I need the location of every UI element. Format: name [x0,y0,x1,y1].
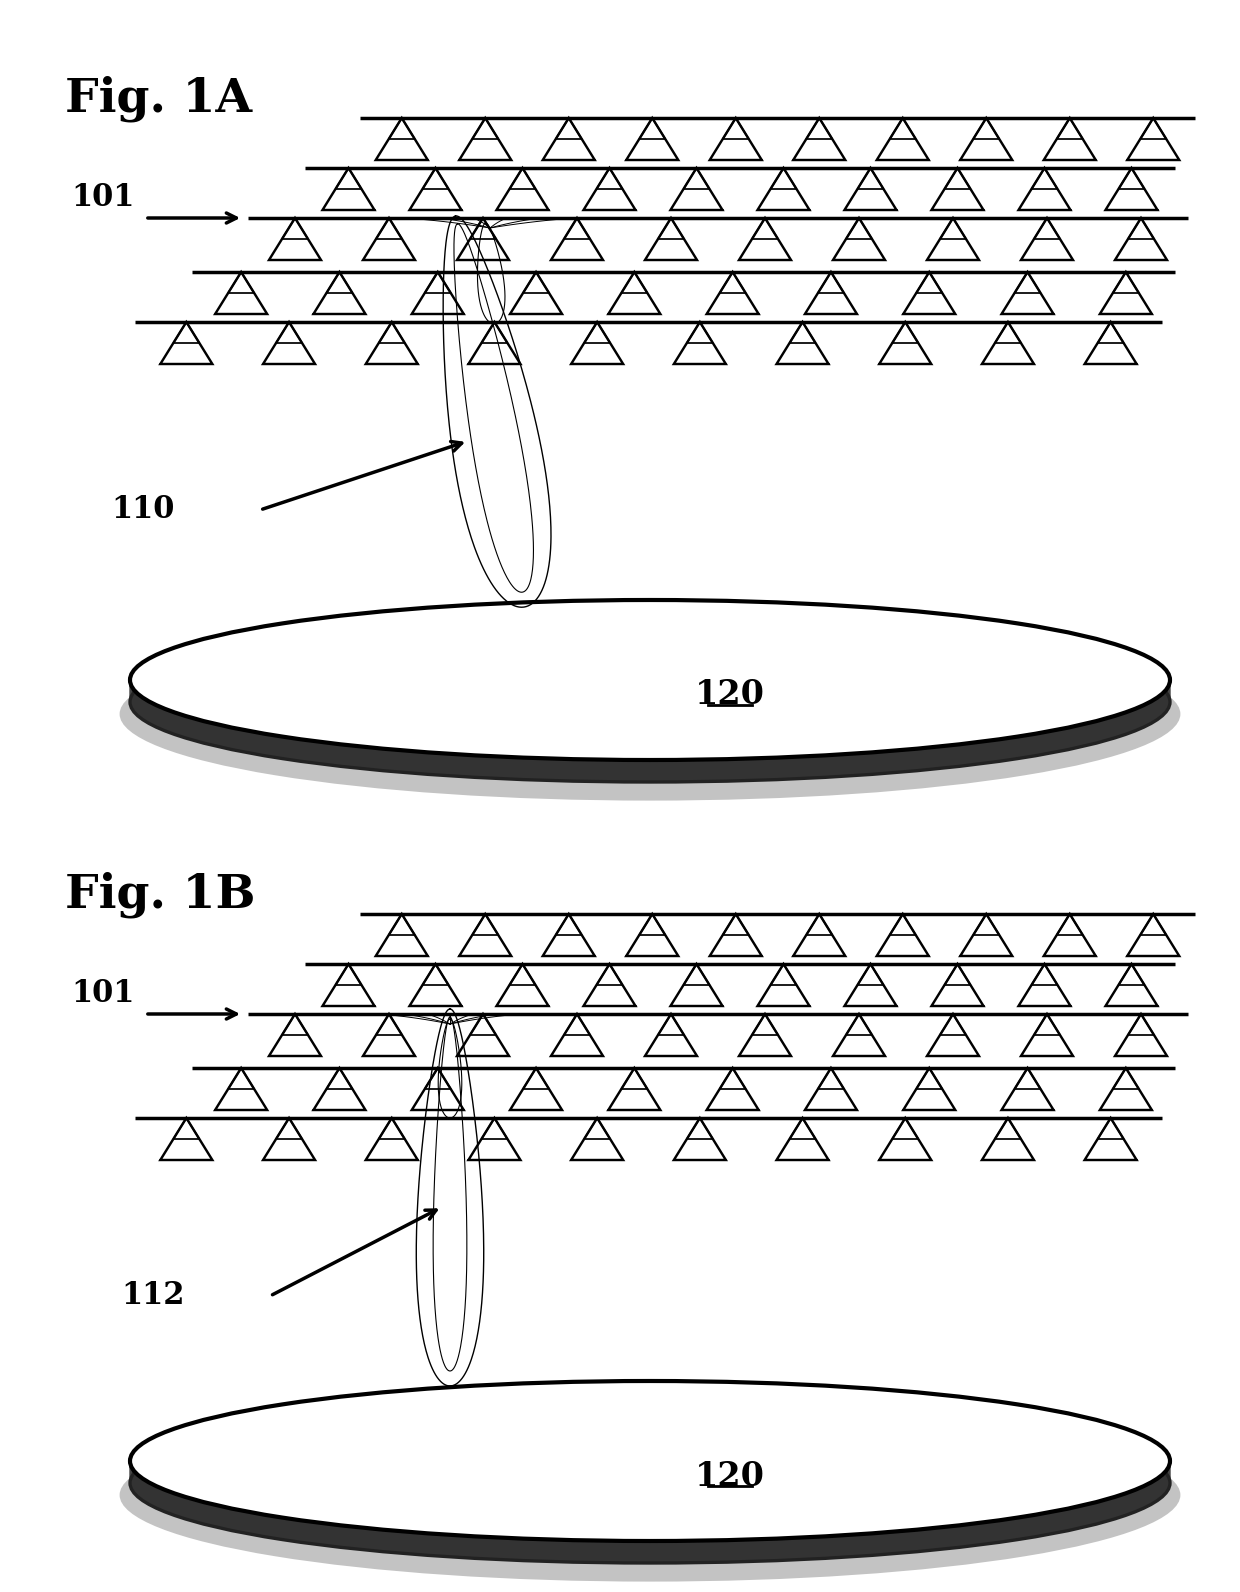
Text: 112: 112 [122,1280,185,1312]
Polygon shape [130,600,1171,702]
Text: Fig. 1A: Fig. 1A [64,75,252,121]
Text: 120: 120 [694,1460,765,1493]
Polygon shape [130,1380,1171,1484]
Ellipse shape [130,622,1171,782]
Ellipse shape [119,1409,1180,1581]
Ellipse shape [119,627,1180,801]
Text: Fig. 1B: Fig. 1B [64,871,255,917]
Ellipse shape [130,1403,1171,1563]
Text: 101: 101 [72,977,135,1009]
Ellipse shape [130,600,1171,759]
Text: 110: 110 [112,495,175,525]
Text: 101: 101 [72,181,135,213]
Ellipse shape [130,1380,1171,1541]
Text: 120: 120 [694,678,765,712]
